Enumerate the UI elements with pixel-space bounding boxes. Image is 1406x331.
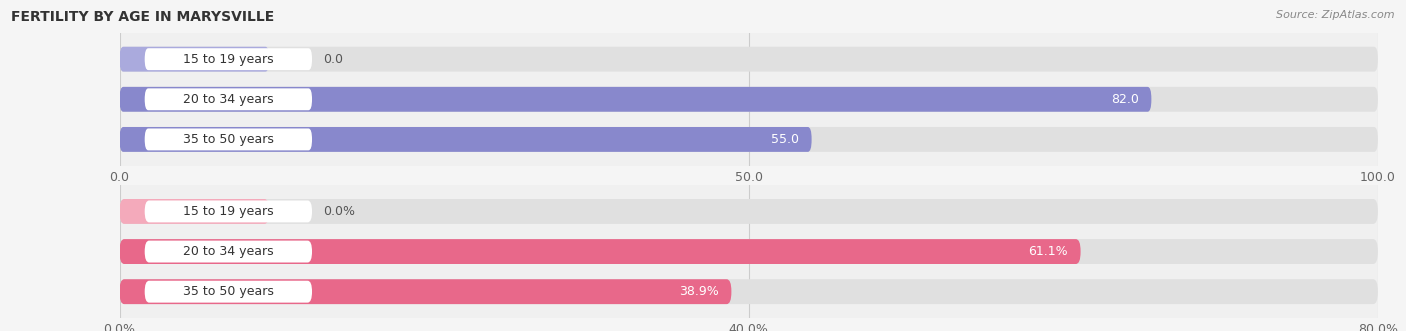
Text: 35 to 50 years: 35 to 50 years: [183, 133, 274, 146]
FancyBboxPatch shape: [145, 241, 312, 262]
FancyBboxPatch shape: [120, 127, 1378, 152]
Text: 82.0: 82.0: [1111, 93, 1139, 106]
FancyBboxPatch shape: [145, 281, 312, 303]
FancyBboxPatch shape: [120, 279, 731, 304]
Text: FERTILITY BY AGE IN MARYSVILLE: FERTILITY BY AGE IN MARYSVILLE: [11, 10, 274, 24]
FancyBboxPatch shape: [120, 239, 1378, 264]
FancyBboxPatch shape: [120, 239, 1081, 264]
Text: 20 to 34 years: 20 to 34 years: [183, 93, 274, 106]
FancyBboxPatch shape: [145, 88, 312, 110]
FancyBboxPatch shape: [145, 201, 312, 222]
FancyBboxPatch shape: [120, 127, 811, 152]
Text: Source: ZipAtlas.com: Source: ZipAtlas.com: [1277, 10, 1395, 20]
FancyBboxPatch shape: [120, 199, 1378, 224]
Text: 35 to 50 years: 35 to 50 years: [183, 285, 274, 298]
FancyBboxPatch shape: [120, 47, 270, 71]
Text: 20 to 34 years: 20 to 34 years: [183, 245, 274, 258]
FancyBboxPatch shape: [120, 87, 1152, 112]
FancyBboxPatch shape: [120, 199, 270, 224]
Text: 15 to 19 years: 15 to 19 years: [183, 53, 274, 66]
Text: 38.9%: 38.9%: [679, 285, 718, 298]
Text: 15 to 19 years: 15 to 19 years: [183, 205, 274, 218]
Text: 0.0: 0.0: [323, 53, 343, 66]
Text: 55.0: 55.0: [770, 133, 799, 146]
FancyBboxPatch shape: [145, 48, 312, 70]
FancyBboxPatch shape: [120, 87, 1378, 112]
FancyBboxPatch shape: [145, 128, 312, 150]
FancyBboxPatch shape: [120, 47, 1378, 71]
FancyBboxPatch shape: [120, 279, 1378, 304]
Text: 61.1%: 61.1%: [1028, 245, 1069, 258]
Text: 0.0%: 0.0%: [323, 205, 356, 218]
